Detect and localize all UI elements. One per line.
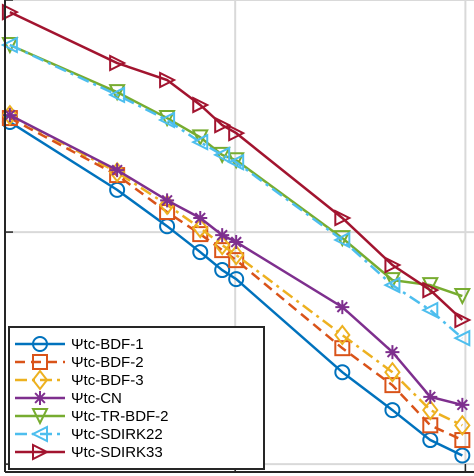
marker [384,402,401,419]
marker [214,116,232,134]
legend-entry: Ψtc-BDF-1 [15,336,144,353]
marker [32,336,48,352]
legend-label: Ψtc-CN [71,390,122,407]
marker [193,210,208,225]
series-line [9,114,463,427]
marker [334,364,351,381]
marker [159,71,177,89]
marker [228,271,245,288]
marker [213,146,231,165]
marker [191,217,209,239]
marker [191,133,209,151]
legend-label: Ψtc-BDF-3 [71,372,144,389]
marker [421,301,439,319]
marker [454,414,471,436]
marker [453,288,471,306]
marker [31,369,49,391]
axes [4,0,474,473]
marker [455,397,470,412]
legend-label: Ψtc-SDIRK22 [71,426,163,443]
legend-label: Ψtc-BDF-1 [71,336,144,353]
marker [32,354,48,370]
marker [157,111,176,129]
marker [423,389,438,404]
marker [30,425,48,443]
marker [160,193,175,208]
legend-entry: Ψtc-BDF-3 [15,369,144,391]
marker [192,96,210,114]
marker [422,399,439,421]
marker [32,443,50,461]
legend-entry: Ψtc-SDIRK33 [15,443,163,461]
marker [454,447,471,464]
legend-entry: Ψtc-BDF-2 [15,354,144,371]
series-line [9,120,463,457]
marker [109,54,127,72]
marker [110,163,125,178]
legend-label: Ψtc-SDIRK33 [71,444,163,461]
legend-label: Ψtc-BDF-2 [71,354,144,371]
marker [1,36,19,55]
series [1,3,472,329]
legend-entry: Ψtc-TR-BDF-2 [15,408,169,426]
marker [384,377,401,394]
series-lines [0,3,472,464]
legend: Ψtc-BDF-1Ψtc-BDF-2Ψtc-BDF-3Ψtc-CNΨtc-TR-… [8,326,265,470]
marker [226,153,245,171]
marker [453,329,471,347]
marker [31,408,49,426]
series [0,36,471,347]
marker [385,345,400,360]
marker [2,108,17,123]
marker [192,244,209,261]
marker [228,124,246,142]
legend-entry: Ψtc-SDIRK22 [15,425,163,443]
series-line [9,114,463,407]
marker [422,281,440,299]
series-line [9,43,464,340]
legend-entry: Ψtc-CN [15,390,122,407]
marker [383,276,401,294]
marker [454,311,472,329]
marker [333,231,351,249]
marker [213,234,231,256]
marker [334,340,351,357]
marker [0,36,18,54]
marker [227,244,245,266]
marker [384,361,401,383]
marker [334,324,351,346]
marker [107,86,126,104]
marker [214,262,231,279]
marker [33,391,47,405]
series [2,108,470,412]
marker [335,300,350,315]
legend-label: Ψtc-TR-BDF-2 [71,408,169,425]
marker [215,228,230,243]
marker [212,146,231,164]
marker [384,256,402,274]
marker [229,235,244,250]
marker [334,209,352,227]
marker [1,3,20,21]
